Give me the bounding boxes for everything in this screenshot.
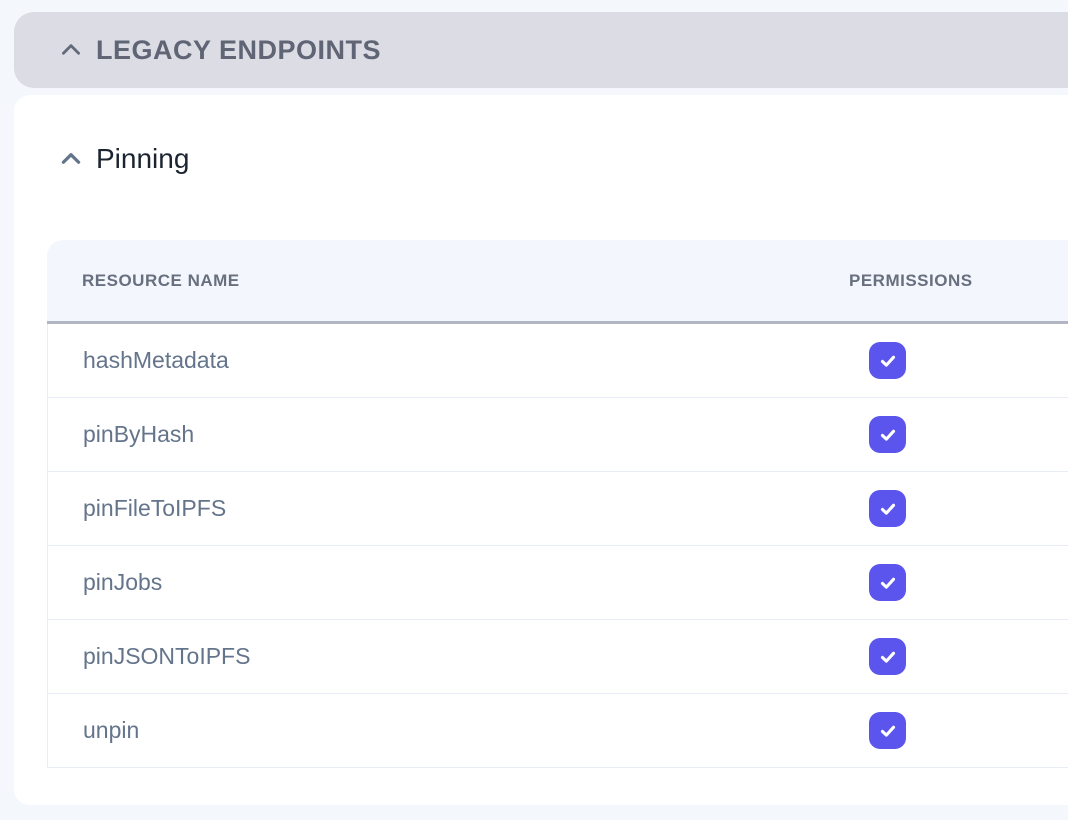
permission-checkbox[interactable] — [869, 490, 906, 527]
check-icon — [880, 355, 895, 367]
permission-checkbox[interactable] — [869, 342, 906, 379]
check-icon — [880, 577, 895, 589]
legacy-endpoints-panel: Pinning RESOURCE NAME PERMISSIONS hashMe… — [14, 95, 1068, 805]
accordion-title: LEGACY ENDPOINTS — [96, 34, 382, 65]
table-row: pinFileToIPFS — [48, 472, 1068, 546]
resource-name-cell: pinFileToIPFS — [83, 495, 227, 521]
check-icon — [880, 725, 895, 737]
resource-name-cell: unpin — [83, 717, 140, 743]
chevron-up-icon — [58, 37, 84, 63]
resource-name-cell: hashMetadata — [83, 347, 229, 373]
table-row: pinJobs — [48, 546, 1068, 620]
table-body: hashMetadata pinByHash pinFileToIPFS pin… — [47, 324, 1068, 768]
chevron-up-icon — [58, 146, 84, 172]
permission-checkbox[interactable] — [869, 564, 906, 601]
permission-checkbox[interactable] — [869, 712, 906, 749]
table-row: pinJSONToIPFS — [48, 620, 1068, 694]
resource-name-cell: pinJobs — [83, 569, 163, 595]
check-icon — [880, 503, 895, 515]
pinning-section-header[interactable]: Pinning — [58, 143, 189, 175]
permissions-table: RESOURCE NAME PERMISSIONS hashMetadata p… — [47, 240, 1068, 768]
section-title: Pinning — [96, 143, 190, 174]
table-row: unpin — [48, 694, 1068, 768]
check-icon — [880, 651, 895, 663]
permission-checkbox[interactable] — [869, 416, 906, 453]
table-row: hashMetadata — [48, 324, 1068, 398]
table-row: pinByHash — [48, 398, 1068, 472]
permission-checkbox[interactable] — [869, 638, 906, 675]
check-icon — [880, 429, 895, 441]
table-header-row: RESOURCE NAME PERMISSIONS — [47, 240, 1068, 324]
resource-name-cell: pinJSONToIPFS — [83, 643, 251, 669]
resource-name-cell: pinByHash — [83, 421, 195, 447]
legacy-endpoints-accordion-header[interactable]: LEGACY ENDPOINTS — [14, 12, 1068, 88]
column-header-resource-name: RESOURCE NAME — [82, 270, 240, 290]
column-header-permissions: PERMISSIONS — [849, 270, 973, 290]
